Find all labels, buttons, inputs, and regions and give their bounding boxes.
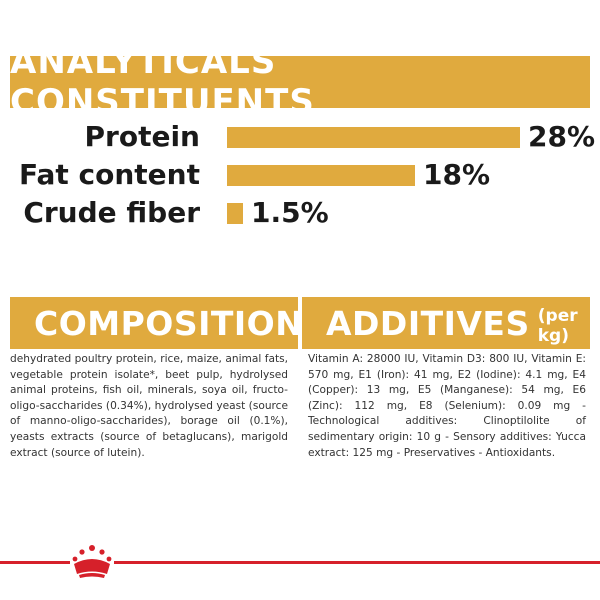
footer-red-line	[0, 561, 600, 564]
composition-text: dehydrated poultry protein, rice, maize,…	[10, 353, 288, 459]
protein-value: 28%	[528, 120, 596, 153]
composition-title: COMPOSITION	[34, 303, 304, 343]
fat-content-value: 18%	[423, 158, 491, 191]
crown-logo-icon	[70, 540, 114, 580]
crude-fiber-value: 1.5%	[251, 196, 329, 229]
additives-header: ADDITIVES (per kg)	[302, 297, 590, 349]
analytics-banner: ANALYTICALS CONSTITUENTS	[10, 42, 590, 122]
additives-title: ADDITIVES	[326, 303, 530, 343]
additives-subtitle: (per kg)	[537, 306, 578, 346]
composition-header: COMPOSITION	[10, 297, 303, 349]
additives-text: Vitamin A: 28000 IU, Vitamin D3: 800 IU,…	[308, 353, 586, 459]
fat-content-bar	[227, 165, 415, 186]
fat-content-label: Fat content	[19, 158, 200, 191]
protein-bar	[227, 127, 520, 148]
protein-label: Protein	[84, 120, 200, 153]
crude-fiber-bar	[227, 203, 243, 224]
analytics-title: ANALYTICALS CONSTITUENTS	[10, 42, 315, 122]
crude-fiber-label: Crude fiber	[23, 196, 200, 229]
